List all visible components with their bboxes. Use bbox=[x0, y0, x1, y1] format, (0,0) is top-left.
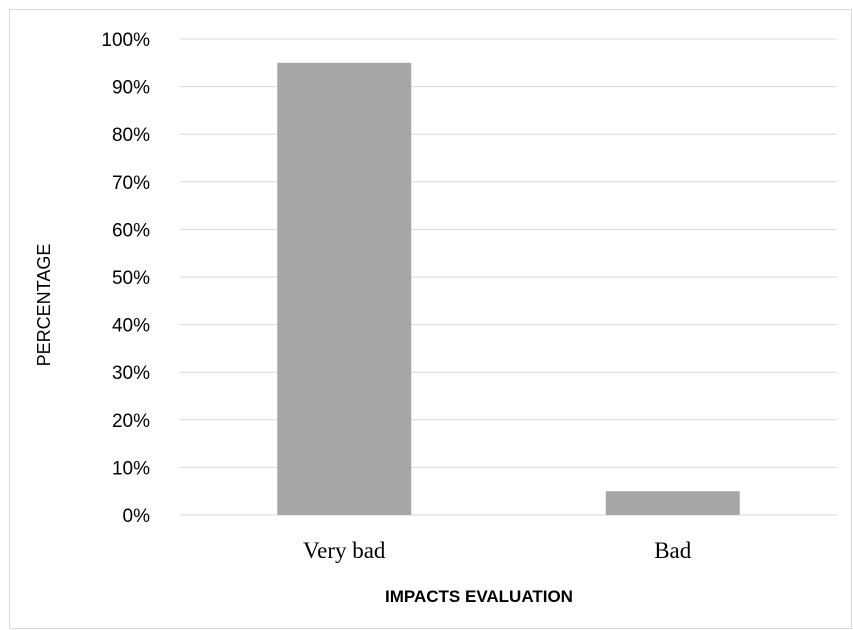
y-tick-label: 50% bbox=[112, 268, 150, 289]
bars bbox=[277, 62, 740, 516]
y-axis-tick-labels: 0% 10% 20% 30% 40% 50% 60% 70% 80% 90% 100% bbox=[101, 30, 150, 527]
y-tick-label: 40% bbox=[112, 316, 150, 337]
y-tick-label: 30% bbox=[112, 363, 150, 384]
bar-very-bad bbox=[277, 62, 412, 516]
y-tick-label: 10% bbox=[112, 458, 150, 479]
y-tick-label: 90% bbox=[112, 78, 150, 99]
bar-chart: 0% 10% 20% 30% 40% 50% 60% 70% 80% 90% 100% Very b… bbox=[34, 30, 837, 606]
y-tick-label: 80% bbox=[112, 125, 150, 146]
x-axis-title: IMPACTS EVALUATION bbox=[385, 587, 573, 606]
bar-bad bbox=[605, 491, 740, 515]
y-tick-label: 70% bbox=[112, 173, 150, 194]
y-tick-label: 20% bbox=[112, 411, 150, 432]
y-tick-label: 60% bbox=[112, 220, 150, 241]
y-tick-label: 100% bbox=[101, 30, 150, 51]
x-axis-category-labels: Very bad Bad bbox=[303, 538, 692, 563]
chart-area: 0% 10% 20% 30% 40% 50% 60% 70% 80% 90% 100% Very b… bbox=[9, 9, 852, 629]
x-category-label: Bad bbox=[654, 538, 692, 563]
y-axis-title: PERCENTAGE bbox=[34, 244, 54, 367]
x-category-label: Very bad bbox=[303, 538, 386, 563]
y-tick-label: 0% bbox=[123, 506, 151, 527]
